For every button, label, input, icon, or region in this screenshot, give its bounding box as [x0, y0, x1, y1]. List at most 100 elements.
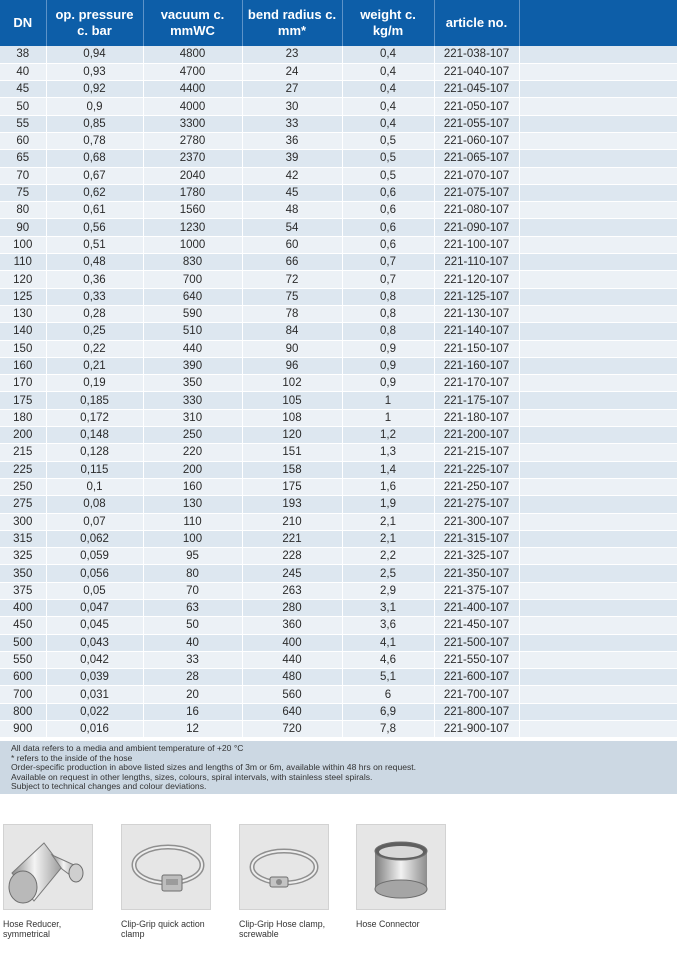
cell-dn: 40: [0, 63, 47, 82]
cell-article-no: 221-500-107: [434, 634, 520, 652]
cell-vacuum: 1780: [143, 184, 243, 203]
cell-bend-radius: 228: [242, 547, 343, 566]
cell-dn: 110: [0, 253, 47, 272]
cell-dn: 215: [0, 443, 47, 462]
cell-op-pressure: 0,92: [46, 80, 144, 99]
table-row: 60 0,78 2780 36 0,5 221-060-107: [0, 132, 677, 151]
cell-bend-radius: 158: [242, 461, 343, 479]
cell-weight: 0,8: [342, 322, 435, 341]
cell-weight: 0,6: [342, 184, 435, 203]
cell-weight: 0,9: [342, 340, 435, 358]
cell-weight: 1: [342, 391, 435, 410]
cell-bend-radius: 48: [242, 201, 343, 220]
cell-bend-radius: 90: [242, 340, 343, 358]
cell-dn: 80: [0, 201, 47, 220]
cell-dn: 180: [0, 409, 47, 428]
table-row: 800 0,022 16 640 6,9 221-800-107: [0, 703, 677, 722]
table-row: 180 0,172 310 108 1 221-180-107: [0, 409, 677, 428]
cell-empty: [519, 236, 677, 255]
cell-empty: [519, 115, 677, 133]
cell-vacuum: 33: [143, 651, 243, 670]
cell-dn: 250: [0, 478, 47, 497]
cell-weight: 0,4: [342, 63, 435, 82]
cell-bend-radius: 36: [242, 132, 343, 151]
cell-empty: [519, 703, 677, 722]
cell-dn: 600: [0, 668, 47, 687]
cell-empty: [519, 720, 677, 739]
table-row: 450 0,045 50 360 3,6 221-450-107: [0, 616, 677, 635]
cell-vacuum: 640: [143, 288, 243, 306]
clip-grip-clamp-icon: [121, 824, 211, 910]
cell-dn: 315: [0, 530, 47, 549]
cell-empty: [519, 495, 677, 514]
table-header-row: DN op. pressure c. bar vacuum c. mmWC bend…: [0, 0, 677, 46]
table-row: 75 0,62 1780 45 0,6 221-075-107: [0, 184, 677, 203]
cell-bend-radius: 78: [242, 305, 343, 324]
table-row: 125 0,33 640 75 0,8 221-125-107: [0, 288, 677, 306]
cell-op-pressure: 0,25: [46, 322, 144, 341]
cell-weight: 2,2: [342, 547, 435, 566]
cell-vacuum: 4400: [143, 80, 243, 99]
cell-vacuum: 2040: [143, 167, 243, 185]
table-row: 250 0,1 160 175 1,6 221-250-107: [0, 478, 677, 497]
cell-dn: 130: [0, 305, 47, 324]
cell-empty: [519, 530, 677, 549]
header-dn: DN: [0, 0, 47, 46]
cell-dn: 450: [0, 616, 47, 635]
notes-box: All data refers to a media and ambient t…: [0, 741, 677, 794]
cell-empty: [519, 668, 677, 687]
note-line: Available on request in other lengths, s…: [11, 771, 373, 782]
cell-weight: 0,5: [342, 132, 435, 151]
table-row: 40 0,93 4700 24 0,4 221-040-107: [0, 63, 677, 82]
cell-article-no: 221-550-107: [434, 651, 520, 670]
table-row: 80 0,61 1560 48 0,6 221-080-107: [0, 201, 677, 220]
cell-vacuum: 700: [143, 270, 243, 289]
cell-empty: [519, 599, 677, 618]
cell-op-pressure: 0,62: [46, 184, 144, 203]
cell-vacuum: 220: [143, 443, 243, 462]
cell-article-no: 221-080-107: [434, 201, 520, 220]
cell-empty: [519, 513, 677, 531]
cell-empty: [519, 97, 677, 116]
cell-weight: 6: [342, 685, 435, 704]
cell-weight: 6,9: [342, 703, 435, 722]
cell-op-pressure: 0,33: [46, 288, 144, 306]
cell-op-pressure: 0,1: [46, 478, 144, 497]
cell-dn: 160: [0, 357, 47, 376]
cell-bend-radius: 84: [242, 322, 343, 341]
cell-article-no: 221-180-107: [434, 409, 520, 428]
cell-op-pressure: 0,21: [46, 357, 144, 376]
cell-empty: [519, 443, 677, 462]
cell-empty: [519, 651, 677, 670]
hose-reducer-icon: [3, 824, 93, 910]
cell-op-pressure: 0,78: [46, 132, 144, 151]
table-row: 170 0,19 350 102 0,9 221-170-107: [0, 374, 677, 393]
cell-article-no: 221-090-107: [434, 218, 520, 237]
cell-article-no: 221-450-107: [434, 616, 520, 635]
note-line: All data refers to a media and ambient t…: [11, 743, 244, 753]
cell-article-no: 221-125-107: [434, 288, 520, 306]
cell-op-pressure: 0,022: [46, 703, 144, 722]
cell-vacuum: 330: [143, 391, 243, 410]
cell-empty: [519, 426, 677, 445]
cell-bend-radius: 105: [242, 391, 343, 410]
cell-weight: 7,8: [342, 720, 435, 739]
cell-dn: 90: [0, 218, 47, 237]
header-op-pressure: op. pressure c. bar: [46, 0, 144, 46]
cell-empty: [519, 374, 677, 393]
table-row: 120 0,36 700 72 0,7 221-120-107: [0, 270, 677, 289]
cell-dn: 45: [0, 80, 47, 99]
cell-bend-radius: 72: [242, 270, 343, 289]
cell-bend-radius: 120: [242, 426, 343, 445]
cell-empty: [519, 201, 677, 220]
cell-bend-radius: 640: [242, 703, 343, 722]
cell-dn: 70: [0, 167, 47, 185]
cell-op-pressure: 0,19: [46, 374, 144, 393]
cell-bend-radius: 400: [242, 634, 343, 652]
header-weight: weight c. kg/m: [342, 0, 435, 46]
cell-dn: 100: [0, 236, 47, 255]
cell-vacuum: 2780: [143, 132, 243, 151]
cell-weight: 4,1: [342, 634, 435, 652]
cell-article-no: 221-060-107: [434, 132, 520, 151]
table-row: 160 0,21 390 96 0,9 221-160-107: [0, 357, 677, 376]
